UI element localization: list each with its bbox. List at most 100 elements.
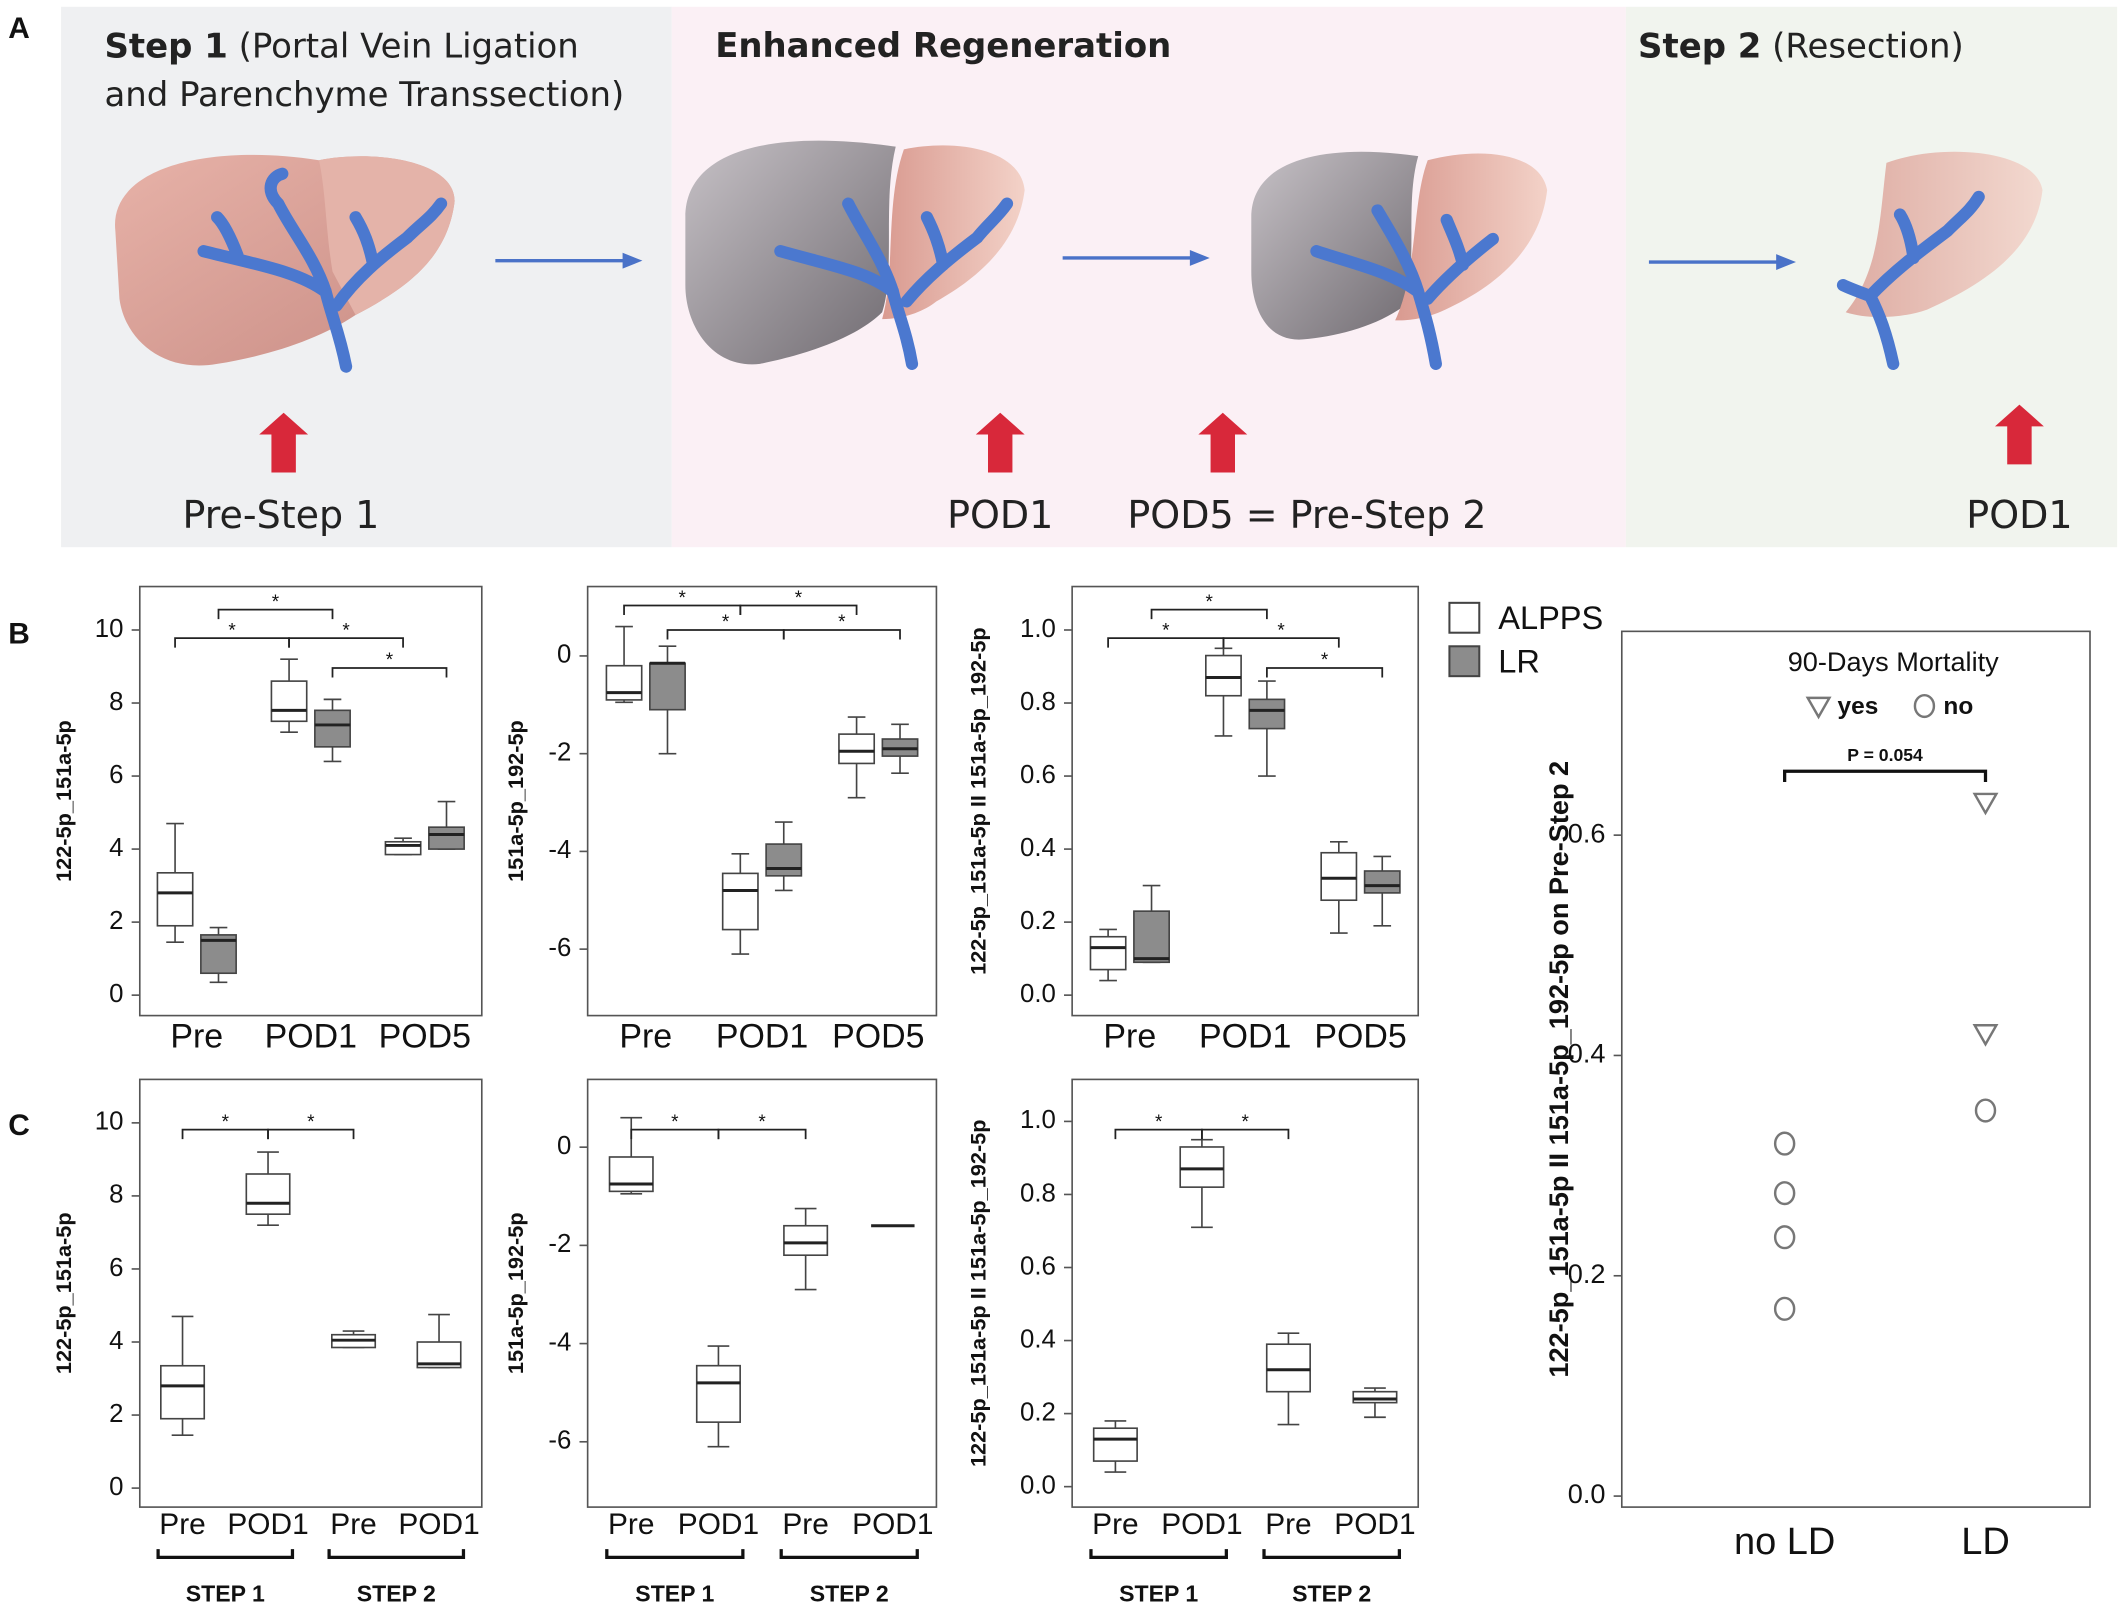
x-tick-label: Pre: [330, 1508, 376, 1541]
significance-star: *: [1162, 620, 1170, 641]
y-tick-label: -6: [548, 1427, 571, 1455]
significance-star: *: [307, 1112, 315, 1133]
x-tick-label: POD1: [227, 1508, 308, 1541]
y-tick-label: 0.2: [1020, 907, 1056, 935]
liver-pod5: [1251, 151, 1548, 370]
y-tick-label: 8: [109, 688, 123, 716]
y-tick-label: 0: [557, 641, 571, 669]
y-axis-label: 122-5p_151a-5p: [51, 720, 76, 882]
group-label: STEP 1: [635, 1580, 714, 1606]
x-tick-label: Pre: [170, 1018, 223, 1056]
box: [314, 709, 351, 748]
significance-bracket: [1266, 667, 1384, 678]
x-tick-label: POD1: [852, 1508, 933, 1541]
box: [1205, 654, 1242, 697]
point: [1974, 1098, 1997, 1123]
group-bracket: [1262, 1549, 1402, 1559]
x-tick-label: POD1: [1161, 1508, 1242, 1541]
point: [1972, 792, 1999, 816]
box: [270, 680, 308, 723]
y-tick-label: 1.0: [1020, 1106, 1056, 1134]
y-tick-label: 4: [109, 1327, 123, 1355]
significance-bracket: [782, 629, 901, 640]
x-tick-label: POD1: [1199, 1018, 1291, 1056]
significance-star: *: [228, 620, 236, 641]
y-tick-label: 0.4: [1568, 1038, 1606, 1069]
x-tick-label: Pre: [782, 1508, 828, 1541]
regeneration-title: Enhanced Regeneration: [715, 27, 1171, 66]
step1-heading: Step 1 (Portal Vein Ligation: [105, 27, 579, 66]
y-tick-label: 0.4: [1020, 834, 1056, 862]
significance-star: *: [272, 592, 280, 613]
x-tick-label: Pre: [619, 1018, 672, 1056]
timepoint: POD1: [947, 493, 1053, 537]
legend-label: ALPPS: [1498, 600, 1603, 636]
y-axis-label: 122-5p_151a-5p II 151a-5p_192-5p: [966, 627, 991, 975]
significance-star: *: [342, 620, 350, 641]
panel-letter: C: [8, 1109, 30, 1142]
y-tick-label: 10: [95, 1108, 124, 1136]
box: [1320, 851, 1358, 902]
liver-pod1: [685, 140, 1025, 370]
step1-desc: and Parenchyme Transsection): [105, 76, 625, 115]
significance-star: *: [1241, 1112, 1249, 1133]
box: [783, 1224, 829, 1257]
panel-letter: A: [8, 12, 30, 45]
box: [608, 1156, 654, 1193]
significance-star: *: [1277, 620, 1285, 641]
group-label: STEP 1: [186, 1580, 265, 1606]
box: [1363, 870, 1401, 894]
plot-frame: [138, 1078, 483, 1508]
box: [1092, 1427, 1138, 1462]
y-axis-label: 151a-5p_192-5p: [503, 720, 528, 882]
box: [838, 733, 876, 765]
x-tick-label: POD5: [832, 1018, 924, 1056]
significance-bracket: [1783, 769, 1988, 783]
y-tick-label: -2: [548, 738, 571, 766]
significance-bracket: [331, 667, 448, 678]
y-tick-label: 1.0: [1020, 615, 1056, 643]
y-tick-label: 0.6: [1020, 1252, 1056, 1280]
y-tick-label: 0: [557, 1132, 571, 1160]
process-arrows: [495, 250, 1796, 270]
significance-bracket: [1222, 637, 1340, 648]
box: [605, 664, 643, 701]
y-axis-label: 151a-5p_192-5p: [503, 1212, 528, 1374]
y-tick-label: 0: [109, 980, 123, 1008]
group-label: STEP 2: [357, 1580, 436, 1606]
legend-marker: [1913, 693, 1936, 719]
x-tick-label: POD1: [398, 1508, 479, 1541]
box: [156, 872, 194, 927]
box: [160, 1364, 206, 1420]
group-bracket: [156, 1549, 295, 1559]
point: [1972, 1024, 1999, 1047]
liver-pre: [115, 154, 455, 373]
box: [1352, 1390, 1398, 1404]
point: [1773, 1225, 1796, 1250]
box: [1265, 1343, 1311, 1393]
step2-desc: (Resection): [1772, 27, 1964, 66]
y-tick-label: -2: [548, 1230, 571, 1258]
y-tick-label: 0.6: [1568, 817, 1606, 848]
y-tick-label: -6: [548, 934, 571, 962]
x-tick-label: LD: [1961, 1521, 2010, 1563]
x-tick-label: POD1: [678, 1508, 759, 1541]
significance-star: *: [758, 1112, 766, 1133]
group-label: STEP 2: [810, 1580, 889, 1606]
x-tick-label: POD5: [379, 1018, 471, 1056]
annotation: P = 0.054: [1847, 745, 1923, 765]
group-bracket: [605, 1549, 745, 1559]
point: [1773, 1181, 1796, 1206]
box: [649, 662, 686, 711]
x-tick-label: Pre: [1103, 1018, 1156, 1056]
significance-star: *: [222, 1112, 230, 1133]
significance-bracket: [288, 637, 404, 648]
y-tick-label: 0: [109, 1473, 123, 1501]
y-tick-label: 0.0: [1568, 1478, 1606, 1509]
plot-frame: [138, 585, 483, 1017]
box: [765, 843, 803, 877]
plot-frame: [586, 1078, 938, 1508]
significance-star: *: [678, 588, 686, 609]
group-bracket: [327, 1549, 466, 1559]
